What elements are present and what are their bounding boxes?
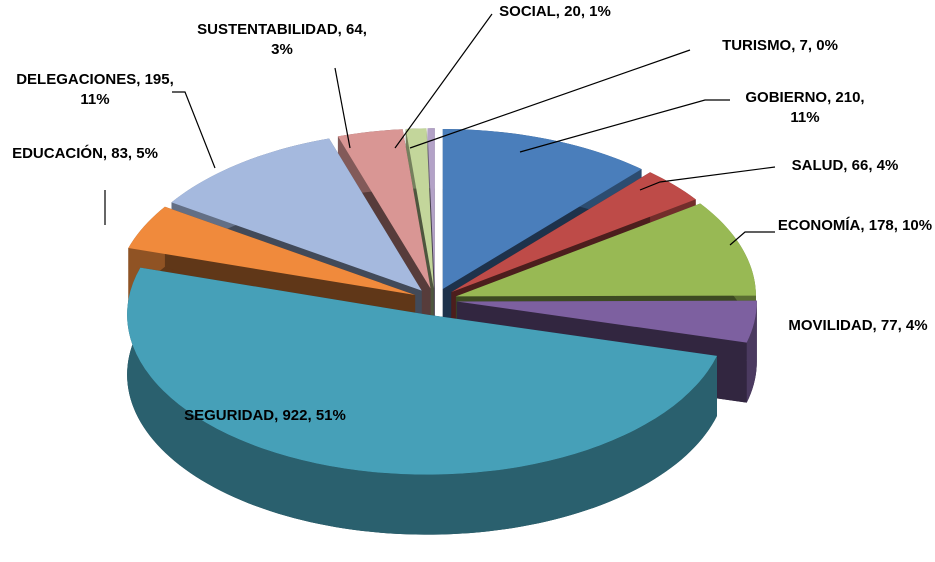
slice-wall: [746, 300, 757, 403]
data-label: SALUD, 66, 4%: [791, 157, 899, 174]
pie-slice: [456, 300, 757, 343]
leader-line: [729, 231, 775, 246]
pie-slice: [442, 129, 642, 290]
data-label: DELEGACIONES, 195, 11%: [16, 71, 174, 108]
leader-line: [394, 13, 493, 149]
slice-wall: [127, 267, 718, 535]
pie-slice: [405, 128, 434, 289]
data-label: SUSTENTABILIDAD, 64, 3%: [197, 21, 367, 58]
leader-line: [334, 67, 351, 149]
leader-line: [519, 99, 730, 153]
data-label: EDUCACIÓN, 83, 5%: [12, 145, 158, 162]
leader-line: [639, 166, 776, 191]
leader-line: [172, 91, 216, 169]
leader-line: [409, 49, 691, 149]
pie-slice: [128, 206, 416, 295]
data-label: SOCIAL, 20, 1%: [499, 3, 611, 20]
pie-slice: [427, 128, 435, 289]
pie-slice: [171, 138, 422, 291]
pie-slice: [451, 172, 696, 293]
data-label: SEGURIDAD, 922, 51%: [184, 407, 346, 424]
pie-slice: [455, 203, 756, 297]
pie-slice: [337, 129, 431, 289]
data-label: ECONOMÍA, 178, 10%: [777, 217, 933, 234]
pie-slice: [127, 267, 718, 475]
data-label: GOBIERNO, 210, 11%: [745, 89, 865, 126]
data-label: MOVILIDAD, 77, 4%: [788, 317, 928, 334]
data-label: TURISMO, 7, 0%: [722, 37, 838, 54]
